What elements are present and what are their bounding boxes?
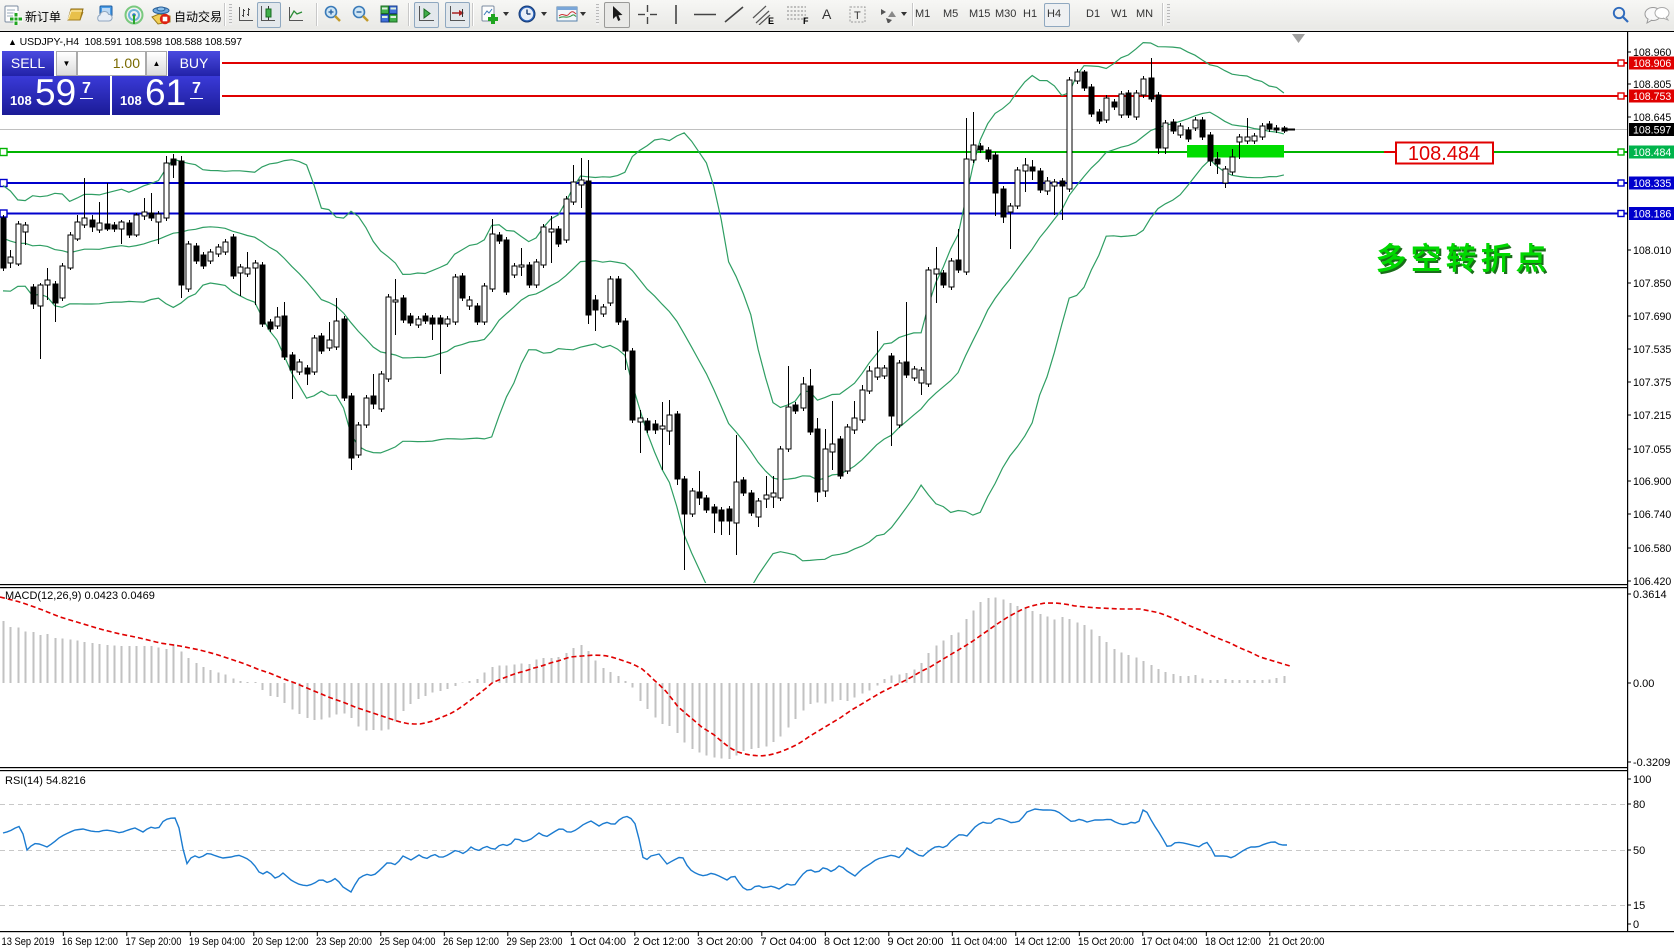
svg-text:108.484: 108.484 (1408, 143, 1480, 165)
svg-text:0: 0 (1633, 919, 1639, 931)
svg-text:14 Oct 12:00: 14 Oct 12:00 (1015, 936, 1071, 948)
svg-text:108.960: 108.960 (1633, 47, 1671, 59)
svg-text:108.805: 108.805 (1633, 79, 1671, 91)
svg-text:多空转折点: 多空转折点 (1376, 243, 1551, 276)
svg-text:7 Oct 04:00: 7 Oct 04:00 (761, 936, 817, 948)
svg-text:8 Oct 12:00: 8 Oct 12:00 (824, 936, 880, 948)
svg-text:108.906: 108.906 (1633, 58, 1671, 70)
svg-text:0.00: 0.00 (1633, 678, 1654, 690)
svg-text:T: T (854, 10, 861, 22)
svg-text:107.690: 107.690 (1633, 311, 1671, 323)
svg-text:26 Sep 12:00: 26 Sep 12:00 (443, 936, 499, 948)
svg-text:15: 15 (1633, 900, 1645, 912)
svg-text:29 Sep 23:00: 29 Sep 23:00 (507, 936, 563, 948)
svg-text:108.186: 108.186 (1633, 209, 1671, 221)
svg-text:106.580: 106.580 (1633, 543, 1671, 555)
svg-text:RSI(14) 54.8216: RSI(14) 54.8216 (5, 775, 86, 787)
svg-text:23 Sep 20:00: 23 Sep 20:00 (316, 936, 372, 948)
svg-text:多空转折点: 多空转折点 (1378, 245, 1553, 278)
svg-text:25 Sep 04:00: 25 Sep 04:00 (380, 936, 436, 948)
svg-text:0.3614: 0.3614 (1633, 589, 1667, 601)
svg-text:2 Oct 12:00: 2 Oct 12:00 (634, 936, 690, 948)
svg-text:16 Sep 12:00: 16 Sep 12:00 (62, 936, 118, 948)
svg-text:9 Oct 20:00: 9 Oct 20:00 (888, 936, 944, 948)
svg-text:21 Oct 20:00: 21 Oct 20:00 (1269, 936, 1325, 948)
svg-text:107.375: 107.375 (1633, 377, 1671, 389)
svg-text:-0.3209: -0.3209 (1633, 757, 1670, 769)
svg-text:107.055: 107.055 (1633, 444, 1671, 456)
svg-text:107.215: 107.215 (1633, 410, 1671, 422)
svg-text:108.010: 108.010 (1633, 245, 1671, 257)
svg-text:106.740: 106.740 (1633, 509, 1671, 521)
svg-text:108.597: 108.597 (1633, 125, 1671, 137)
svg-text:107.535: 107.535 (1633, 344, 1671, 356)
svg-text:19 Sep 04:00: 19 Sep 04:00 (189, 936, 245, 948)
svg-text:108.484: 108.484 (1633, 147, 1671, 159)
svg-text:F: F (803, 16, 809, 25)
svg-text:106.900: 106.900 (1633, 476, 1671, 488)
svg-text:E: E (768, 16, 774, 25)
svg-text:108.645: 108.645 (1633, 112, 1671, 124)
svg-text:80: 80 (1633, 799, 1645, 811)
svg-text:100: 100 (1633, 774, 1651, 786)
svg-text:106.420: 106.420 (1633, 576, 1671, 588)
svg-text:13 Sep 2019: 13 Sep 2019 (2, 936, 55, 948)
svg-text:50: 50 (1633, 845, 1645, 857)
svg-text:17 Sep 20:00: 17 Sep 20:00 (126, 936, 182, 948)
svg-text:18 Oct 12:00: 18 Oct 12:00 (1205, 936, 1261, 948)
svg-text:107.850: 107.850 (1633, 278, 1671, 290)
svg-text:17 Oct 04:00: 17 Oct 04:00 (1142, 936, 1198, 948)
svg-text:108.335: 108.335 (1633, 178, 1671, 190)
svg-text:1 Oct 04:00: 1 Oct 04:00 (570, 936, 626, 948)
svg-text:11 Oct 04:00: 11 Oct 04:00 (951, 936, 1007, 948)
svg-text:20 Sep 12:00: 20 Sep 12:00 (253, 936, 309, 948)
svg-text:3 Oct 20:00: 3 Oct 20:00 (697, 936, 753, 948)
svg-text:15 Oct 20:00: 15 Oct 20:00 (1078, 936, 1134, 948)
svg-text:MACD(12,26,9) 0.0423 0.0469: MACD(12,26,9) 0.0423 0.0469 (5, 590, 155, 602)
svg-text:108.753: 108.753 (1633, 91, 1671, 103)
